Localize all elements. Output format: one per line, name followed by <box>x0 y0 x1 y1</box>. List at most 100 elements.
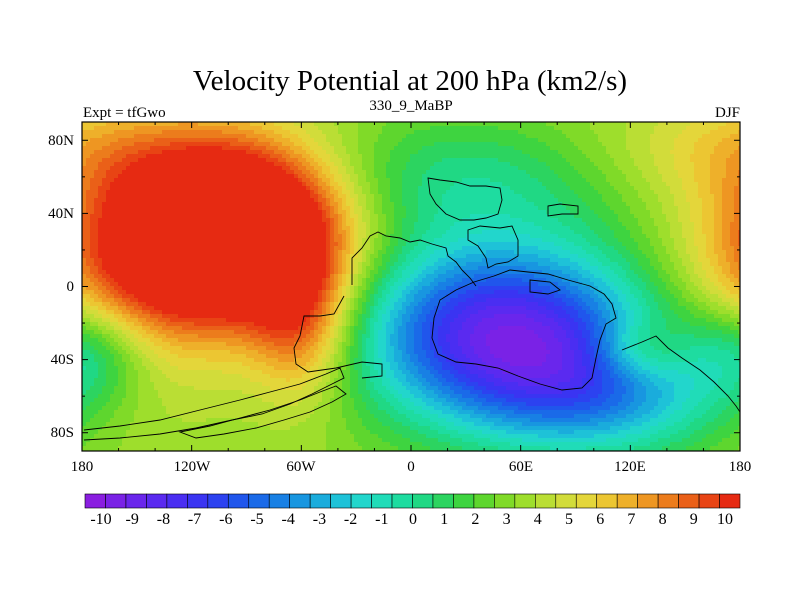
field-cell <box>522 218 527 223</box>
field-cell <box>558 122 563 127</box>
field-cell <box>510 194 515 199</box>
field-cell <box>142 214 147 219</box>
field-cell <box>322 138 327 143</box>
field-cell <box>610 174 615 179</box>
field-cell <box>526 186 531 191</box>
field-cell <box>674 126 679 131</box>
field-cell <box>490 230 495 235</box>
field-cell <box>506 234 511 239</box>
field-cell <box>558 146 563 151</box>
field-cell <box>186 166 191 171</box>
field-cell <box>594 170 599 175</box>
field-cell <box>678 238 683 243</box>
field-cell <box>714 146 719 151</box>
field-cell <box>674 178 679 183</box>
field-cell <box>634 130 639 135</box>
field-cell <box>702 186 707 191</box>
field-cell <box>478 142 483 147</box>
field-cell <box>290 142 295 147</box>
field-cell <box>550 182 555 187</box>
field-cell <box>538 178 543 183</box>
field-cell <box>254 138 259 143</box>
field-cell <box>730 130 735 135</box>
field-cell <box>618 222 623 227</box>
field-cell <box>578 226 583 231</box>
field-cell <box>394 170 399 175</box>
field-cell <box>626 166 631 171</box>
field-cell <box>542 238 547 243</box>
field-cell <box>506 154 511 159</box>
field-cell <box>346 194 351 199</box>
field-cell <box>342 186 347 191</box>
field-cell <box>394 158 399 163</box>
field-cell <box>150 138 155 143</box>
field-cell <box>274 222 279 227</box>
field-cell <box>326 182 331 187</box>
field-cell <box>126 194 131 199</box>
field-cell <box>382 158 387 163</box>
field-cell <box>142 186 147 191</box>
field-cell <box>154 138 159 143</box>
field-cell <box>646 166 651 171</box>
field-cell <box>374 158 379 163</box>
field-cell <box>534 202 539 207</box>
field-cell <box>626 222 631 227</box>
field-cell <box>414 218 419 223</box>
field-cell <box>462 234 467 239</box>
field-cell <box>378 214 383 219</box>
field-cell <box>114 238 119 243</box>
field-cell <box>414 186 419 191</box>
field-cell <box>390 206 395 211</box>
field-cell <box>342 126 347 131</box>
field-cell <box>362 234 367 239</box>
field-cell <box>226 206 231 211</box>
field-cell <box>302 126 307 131</box>
field-cell <box>442 126 447 131</box>
field-cell <box>98 126 103 131</box>
field-cell <box>382 174 387 179</box>
field-cell <box>174 234 179 239</box>
field-cell <box>610 182 615 187</box>
field-cell <box>478 134 483 139</box>
field-cell <box>662 126 667 131</box>
field-cell <box>150 182 155 187</box>
field-cell <box>562 150 567 155</box>
field-cell <box>138 226 143 231</box>
field-cell <box>550 222 555 227</box>
field-cell <box>582 206 587 211</box>
field-cell <box>674 154 679 159</box>
field-cell <box>470 170 475 175</box>
field-cell <box>122 222 127 227</box>
field-cell <box>630 162 635 167</box>
field-cell <box>126 162 131 167</box>
field-cell <box>378 150 383 155</box>
field-cell <box>534 162 539 167</box>
field-cell <box>330 206 335 211</box>
field-cell <box>202 230 207 235</box>
field-cell <box>358 186 363 191</box>
field-cell <box>338 166 343 171</box>
field-cell <box>234 210 239 215</box>
field-cell <box>650 234 655 239</box>
field-cell <box>554 174 559 179</box>
field-cell <box>638 190 643 195</box>
field-cell <box>302 162 307 167</box>
field-cell <box>294 194 299 199</box>
field-cell <box>110 154 115 159</box>
field-cell <box>590 226 595 231</box>
field-cell <box>702 150 707 155</box>
field-cell <box>334 198 339 203</box>
field-cell <box>506 142 511 147</box>
field-cell <box>138 150 143 155</box>
field-cell <box>558 162 563 167</box>
field-cell <box>330 218 335 223</box>
field-cell <box>642 178 647 183</box>
field-cell <box>662 166 667 171</box>
field-cell <box>362 138 367 143</box>
field-cell <box>290 234 295 239</box>
field-cell <box>286 206 291 211</box>
field-cell <box>538 142 543 147</box>
field-cell <box>522 186 527 191</box>
field-cell <box>714 202 719 207</box>
field-cell <box>106 214 111 219</box>
